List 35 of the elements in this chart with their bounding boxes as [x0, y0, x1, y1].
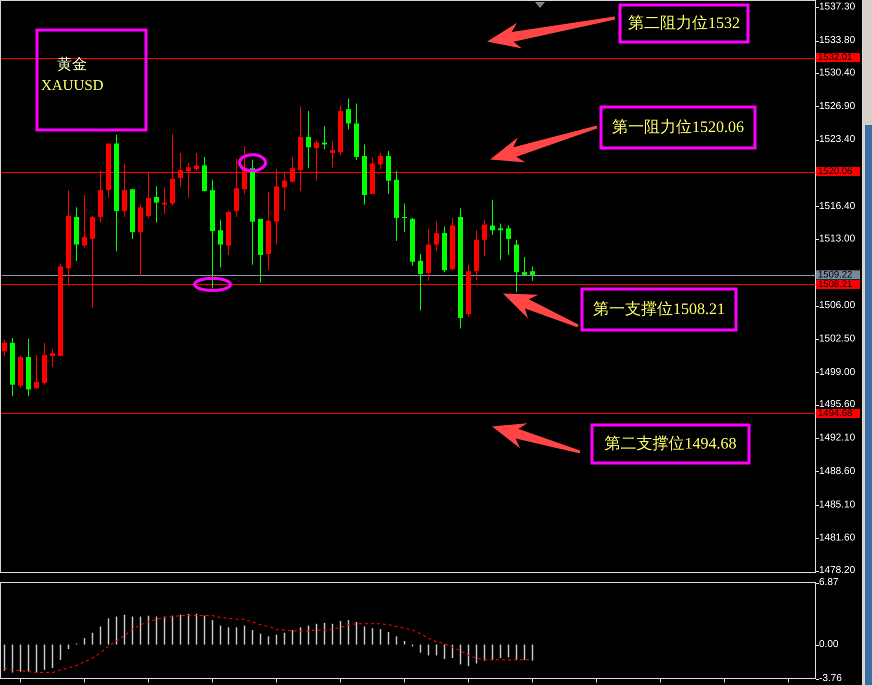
y-tick-label: 1513.00	[819, 233, 856, 244]
y-tick-label: 1492.10	[819, 432, 856, 444]
ref-line-label: 1532.01	[818, 52, 852, 64]
y-tick-label: 0.00	[819, 639, 838, 650]
y-tick-label: -3.76	[819, 673, 842, 684]
y-tick-label: 1488.60	[819, 466, 856, 477]
y-tick-label: 1533.80	[819, 35, 856, 46]
title: 黄金	[57, 57, 87, 73]
subtitle: XAUUSD	[41, 78, 104, 94]
y-tick-label: 1523.40	[819, 134, 856, 146]
annotation: 第一支撑位1508.21	[593, 301, 725, 318]
ref-label: 1494.68	[816, 408, 860, 419]
ref-line-label: 1494.68	[818, 408, 852, 419]
ref-label: 1509.22	[816, 269, 860, 280]
annotation: 第一阻力位1520.06	[612, 119, 744, 136]
y-tick-label: 1499.00	[819, 366, 856, 378]
ref-label: 1508.21	[816, 279, 860, 290]
y-tick-label: 6.87	[819, 577, 838, 588]
y-tick-label: 1516.40	[819, 200, 856, 212]
y-tick-label: 1495.60	[819, 399, 856, 410]
y-tick-label: 1506.00	[819, 300, 856, 312]
y-tick-label: 1478.20	[819, 565, 856, 576]
y-tick-label: 1537.30	[819, 2, 856, 13]
ref-label: 1532.01	[816, 52, 860, 64]
y-tick-label: 1530.40	[819, 67, 856, 78]
annotation: 第二支撑位1494.68	[604, 436, 736, 452]
y-tick-label: 1502.50	[819, 333, 856, 344]
annotation: 第二阻力位1532	[628, 15, 740, 32]
ref-line-label: 1509.22	[818, 269, 852, 280]
ref-line-label: 1520.06	[818, 166, 852, 178]
y-tick-label: 1481.60	[819, 532, 856, 544]
ref-line-label: 1508.21	[818, 279, 852, 290]
y-tick-label: 1485.10	[819, 499, 856, 510]
y-tick-label: 1526.90	[819, 100, 856, 112]
ref-label: 1520.06	[816, 166, 860, 178]
